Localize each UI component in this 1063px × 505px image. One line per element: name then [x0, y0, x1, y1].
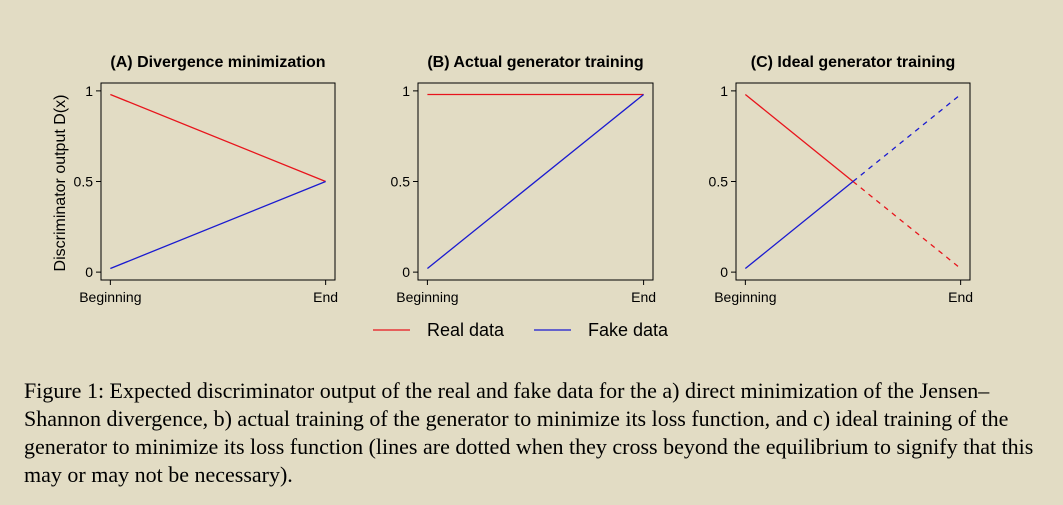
panel-a: (A) Divergence minimization 0 0.5 1 Beginnin… — [74, 54, 339, 305]
x-tick-label: Beginning — [79, 289, 141, 305]
y-tick-label: 0 — [402, 264, 410, 280]
y-tick-label: 0.5 — [391, 174, 411, 190]
figure-caption: Figure 1: Expected discriminator output … — [24, 378, 1034, 487]
y-tick-label: 1 — [85, 83, 93, 99]
x-tick-label: End — [631, 289, 656, 305]
y-tick-label: 0.5 — [709, 174, 729, 190]
series-line-fake-data-dashed — [852, 93, 962, 183]
series-line-real-data — [744, 93, 854, 183]
y-tick-label: 1 — [720, 83, 728, 99]
series-line-fake-data — [744, 180, 854, 270]
y-tick-label: 1 — [402, 83, 410, 99]
x-tick-label: End — [948, 289, 973, 305]
x-tick-label: Beginning — [396, 289, 458, 305]
series-line-real-data-dashed — [852, 180, 962, 270]
legend: Real data Fake data — [373, 320, 669, 340]
figure-charts: Discriminator output D(x) Real data Fake… — [52, 54, 974, 340]
legend-label-real: Real data — [427, 320, 505, 340]
legend-label-fake: Fake data — [588, 320, 669, 340]
panel-title: (B) Actual generator training — [427, 54, 643, 71]
y-tick-label: 0 — [720, 264, 728, 280]
panel-c: (C) Ideal generator training 0 0.5 1 Beginni… — [709, 54, 974, 305]
plot-frame — [100, 82, 336, 281]
series-line-fake-data — [110, 180, 326, 270]
panel-b: (B) Actual generator training 0 0.5 1 Beginn… — [391, 54, 657, 305]
panel-title: (C) Ideal generator training — [751, 54, 955, 71]
y-tick-label: 0 — [85, 264, 93, 280]
series-line-real-data — [110, 93, 326, 183]
x-tick-label: End — [313, 289, 338, 305]
y-tick-label: 0.5 — [74, 174, 94, 190]
x-tick-label: Beginning — [714, 289, 776, 305]
y-axis-label: Discriminator output D(x) — [52, 95, 69, 272]
series-line-fake-data — [426, 93, 645, 270]
panel-title: (A) Divergence minimization — [110, 54, 325, 71]
